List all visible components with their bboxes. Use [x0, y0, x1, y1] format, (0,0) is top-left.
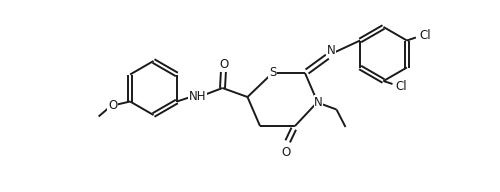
Text: N: N	[326, 44, 336, 57]
Text: O: O	[108, 99, 117, 112]
Text: S: S	[269, 66, 276, 79]
Text: N: N	[314, 95, 323, 108]
Text: O: O	[282, 146, 290, 159]
Text: Cl: Cl	[419, 29, 430, 42]
Text: O: O	[219, 58, 228, 71]
Text: NH: NH	[189, 90, 206, 103]
Text: Cl: Cl	[396, 79, 407, 93]
